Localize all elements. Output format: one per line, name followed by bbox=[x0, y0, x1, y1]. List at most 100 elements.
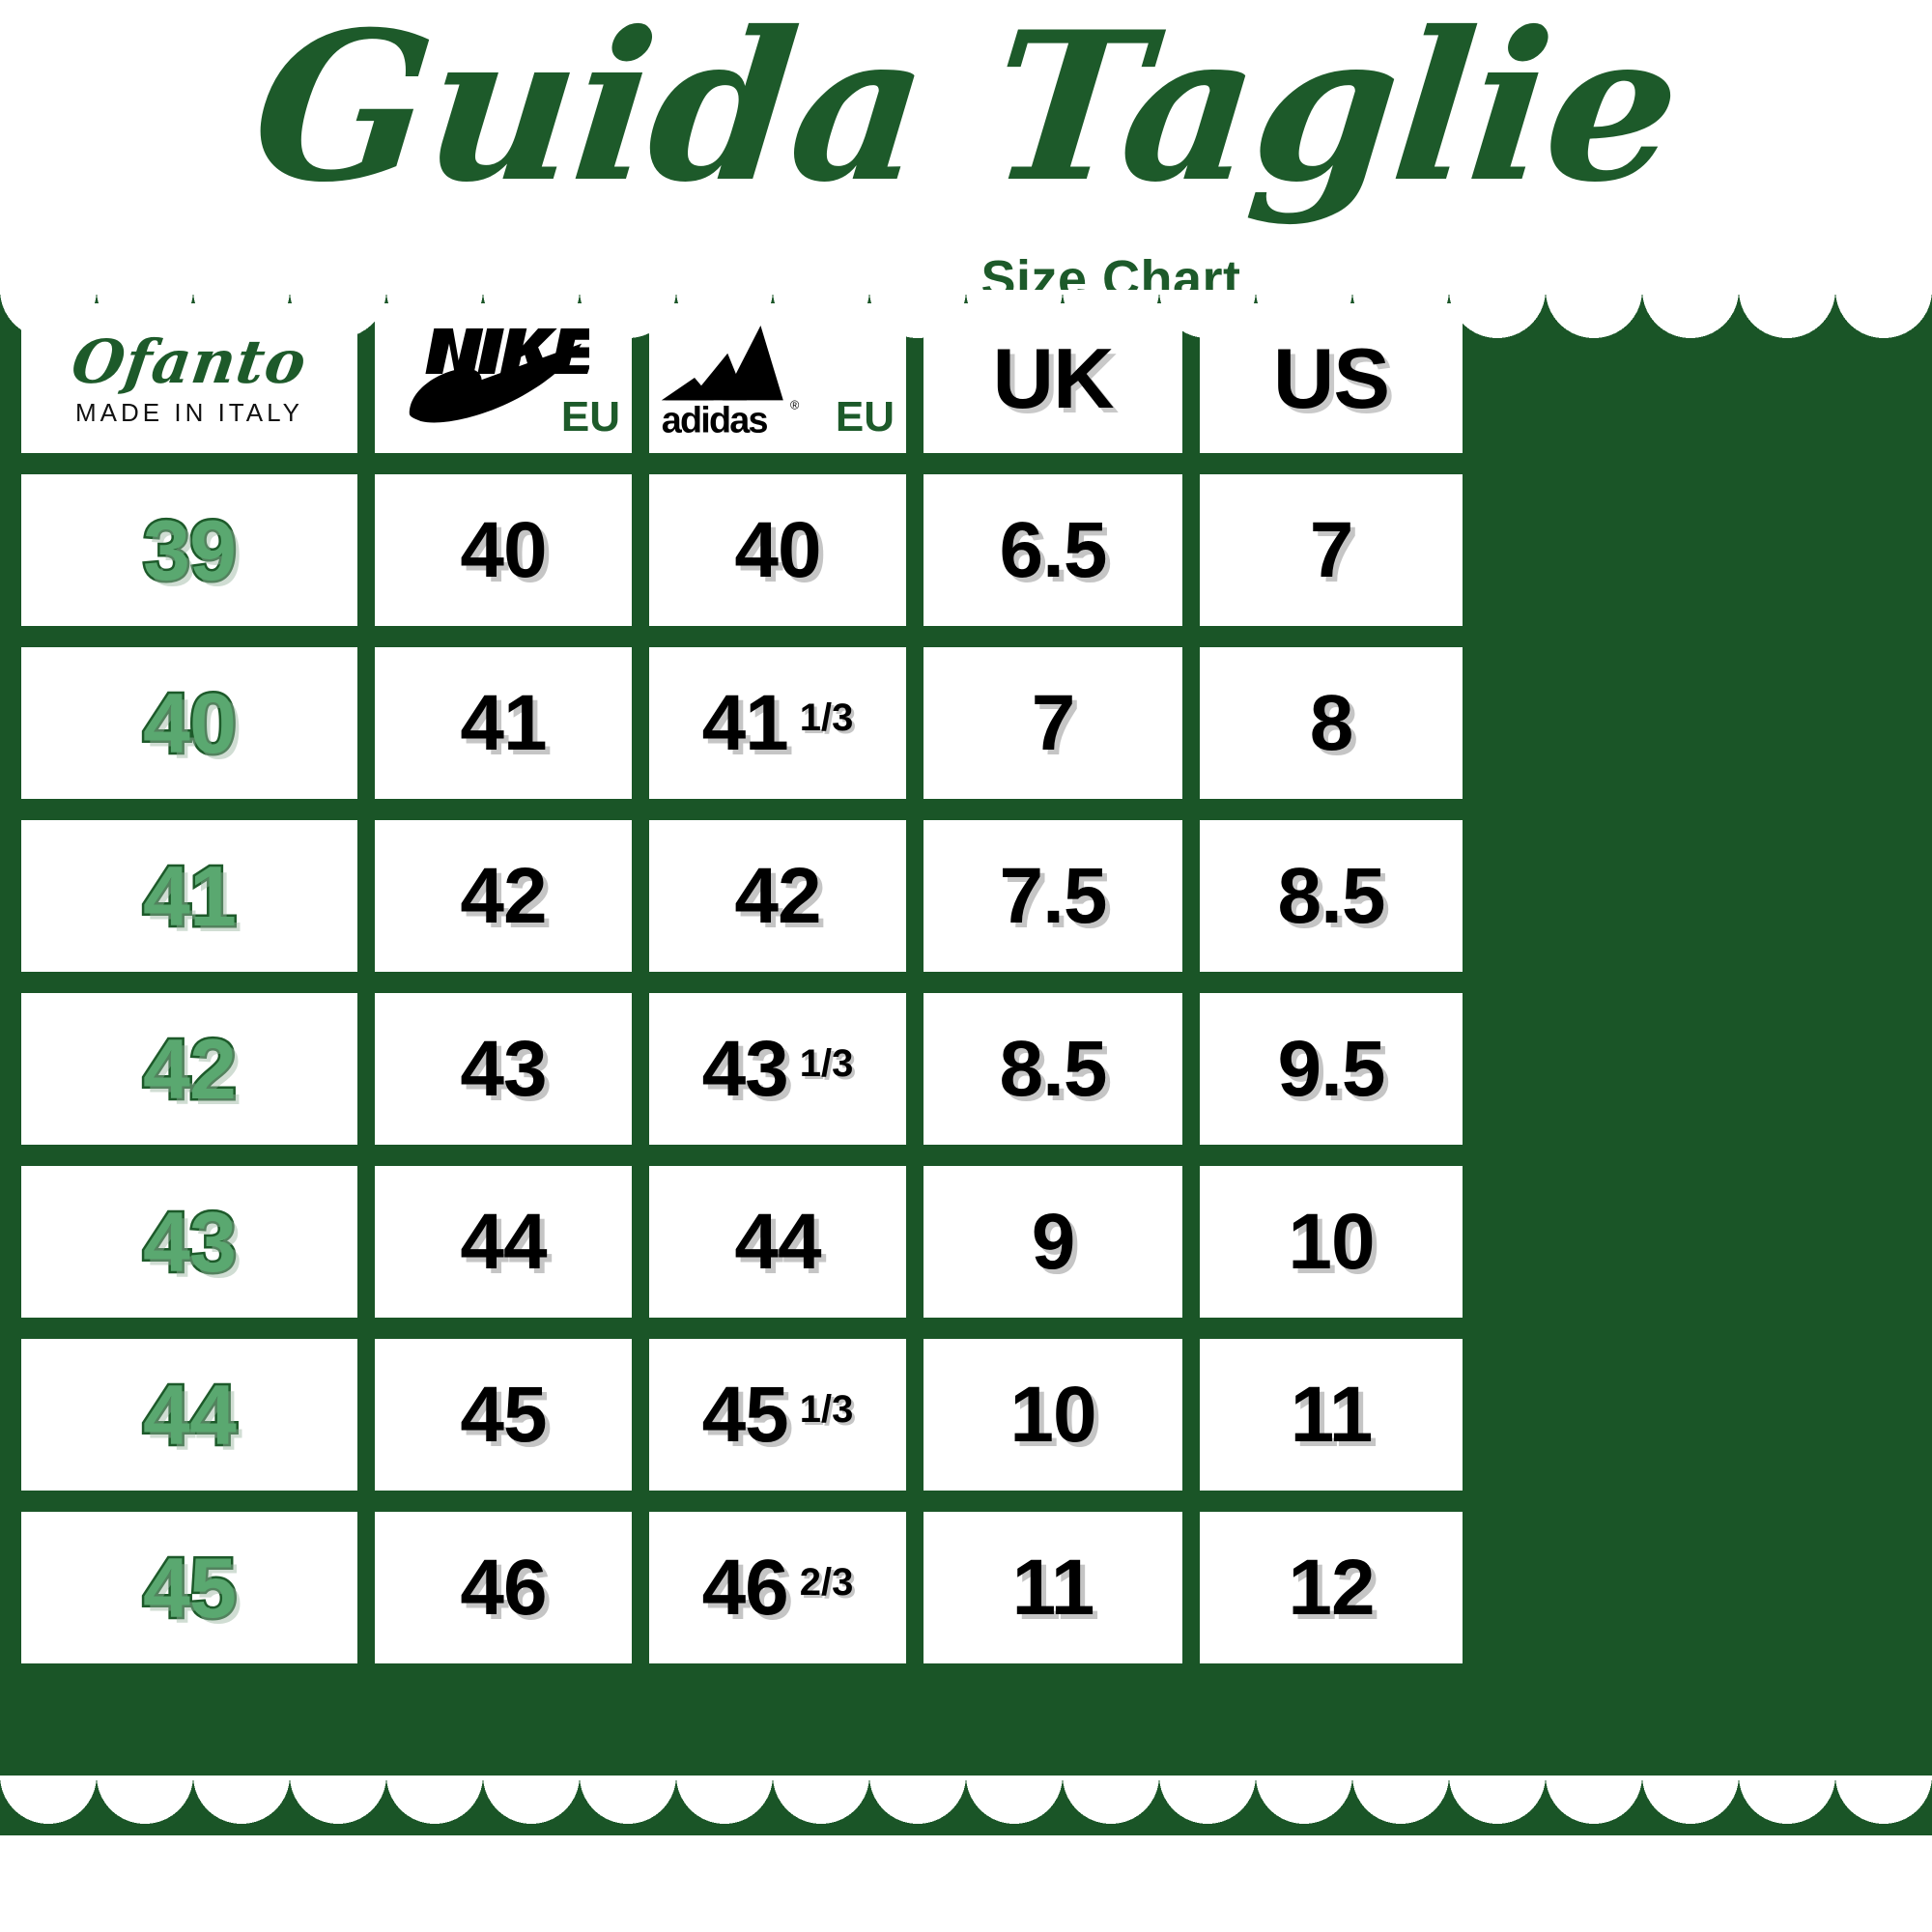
table-row: 43 44 44 9 10 bbox=[21, 1166, 1932, 1318]
cell-ofanto: 40 bbox=[21, 647, 357, 799]
value-ofanto: 44 bbox=[141, 1366, 240, 1463]
header-cell-uk: UK bbox=[923, 303, 1182, 453]
table-row: 44 45 45 1/3 10 11 bbox=[21, 1339, 1932, 1491]
value-ofanto: 43 bbox=[141, 1193, 240, 1290]
size-table: Ofanto MADE IN ITALY bbox=[21, 303, 1932, 1820]
table-row: 42 43 43 1/3 8.5 9.5 bbox=[21, 993, 1932, 1145]
cell-adidas: 42 bbox=[649, 820, 906, 972]
value-uk: 8.5 bbox=[999, 1024, 1108, 1113]
value-ofanto: 40 bbox=[141, 674, 240, 771]
cell-us: 10 bbox=[1200, 1166, 1463, 1318]
header-cell-adidas: adidas ® EU bbox=[649, 303, 906, 453]
cell-nike: 43 bbox=[375, 993, 632, 1145]
header-label-us: US bbox=[1272, 329, 1390, 426]
table-row: 45 46 46 2/3 11 12 bbox=[21, 1512, 1932, 1663]
header-label-uk: UK bbox=[992, 329, 1114, 426]
cell-adidas: 41 1/3 bbox=[649, 647, 906, 799]
cell-ofanto: 44 bbox=[21, 1339, 357, 1491]
cell-adidas: 46 2/3 bbox=[649, 1512, 906, 1663]
value-adidas: 45 bbox=[701, 1370, 789, 1459]
value-ofanto: 41 bbox=[141, 847, 240, 944]
value-adidas-fraction: 1/3 bbox=[799, 696, 854, 739]
table-header-row: Ofanto MADE IN ITALY bbox=[21, 303, 1932, 453]
cell-ofanto: 42 bbox=[21, 993, 357, 1145]
cell-nike: 45 bbox=[375, 1339, 632, 1491]
cell-adidas: 45 1/3 bbox=[649, 1339, 906, 1491]
chart-panel: Ofanto MADE IN ITALY bbox=[0, 290, 1932, 1835]
value-ofanto: 45 bbox=[141, 1539, 240, 1635]
header-cell-us: US bbox=[1200, 303, 1463, 453]
value-nike: 41 bbox=[460, 678, 547, 767]
table-row: 41 42 42 7.5 8.5 bbox=[21, 820, 1932, 972]
svg-text:adidas: adidas bbox=[662, 401, 768, 439]
cell-nike: 41 bbox=[375, 647, 632, 799]
value-nike: 40 bbox=[460, 505, 547, 594]
cell-adidas: 44 bbox=[649, 1166, 906, 1318]
value-adidas-fraction: 2/3 bbox=[799, 1560, 854, 1604]
value-us: 11 bbox=[1290, 1370, 1374, 1459]
cell-uk: 11 bbox=[923, 1512, 1182, 1663]
cell-nike: 46 bbox=[375, 1512, 632, 1663]
cell-uk: 8.5 bbox=[923, 993, 1182, 1145]
table-row: 40 41 41 1/3 7 8 bbox=[21, 647, 1932, 799]
value-uk: 6.5 bbox=[999, 505, 1108, 594]
cell-nike: 40 bbox=[375, 474, 632, 626]
cell-us: 7 bbox=[1200, 474, 1463, 626]
value-adidas-fraction: 1/3 bbox=[799, 1041, 854, 1085]
cell-uk: 9 bbox=[923, 1166, 1182, 1318]
value-us: 10 bbox=[1288, 1197, 1375, 1286]
value-us: 12 bbox=[1288, 1543, 1375, 1632]
value-us: 8.5 bbox=[1277, 851, 1386, 940]
cell-nike: 42 bbox=[375, 820, 632, 972]
cell-us: 9.5 bbox=[1200, 993, 1463, 1145]
cell-us: 8 bbox=[1200, 647, 1463, 799]
nike-logo-icon bbox=[400, 323, 589, 423]
cell-us: 8.5 bbox=[1200, 820, 1463, 972]
cell-uk: 7.5 bbox=[923, 820, 1182, 972]
svg-text:®: ® bbox=[790, 398, 800, 412]
value-adidas: 41 bbox=[701, 678, 789, 767]
cell-ofanto: 43 bbox=[21, 1166, 357, 1318]
value-us: 9.5 bbox=[1277, 1024, 1386, 1113]
value-adidas: 42 bbox=[734, 851, 821, 940]
cell-uk: 7 bbox=[923, 647, 1182, 799]
value-nike: 44 bbox=[460, 1197, 547, 1286]
header-cell-ofanto: Ofanto MADE IN ITALY bbox=[21, 303, 357, 453]
value-nike: 42 bbox=[460, 851, 547, 940]
value-nike: 45 bbox=[460, 1370, 547, 1459]
cell-adidas: 40 bbox=[649, 474, 906, 626]
value-nike: 43 bbox=[460, 1024, 547, 1113]
value-uk: 9 bbox=[1031, 1197, 1076, 1286]
value-ofanto: 42 bbox=[141, 1020, 240, 1117]
value-uk: 7 bbox=[1031, 678, 1076, 767]
value-uk: 7.5 bbox=[999, 851, 1108, 940]
value-adidas: 44 bbox=[734, 1197, 821, 1286]
cell-ofanto: 45 bbox=[21, 1512, 357, 1663]
ofanto-brand-label: Ofanto bbox=[67, 326, 312, 397]
cell-ofanto: 39 bbox=[21, 474, 357, 626]
value-nike: 46 bbox=[460, 1543, 547, 1632]
value-adidas-fraction: 1/3 bbox=[799, 1387, 854, 1431]
cell-uk: 6.5 bbox=[923, 474, 1182, 626]
value-ofanto: 39 bbox=[141, 501, 240, 598]
value-us: 8 bbox=[1309, 678, 1354, 767]
ofanto-logo: Ofanto MADE IN ITALY bbox=[68, 327, 311, 427]
header-cell-nike: EU bbox=[375, 303, 632, 453]
table-row: 39 40 40 6.5 7 bbox=[21, 474, 1932, 626]
cell-us: 11 bbox=[1200, 1339, 1463, 1491]
adidas-logo-icon: adidas ® bbox=[659, 317, 835, 439]
nike-unit-label: EU bbox=[560, 393, 620, 440]
ofanto-tagline: MADE IN ITALY bbox=[75, 397, 303, 427]
page-title: Guida Taglie bbox=[242, 0, 1690, 227]
adidas-unit-label: EU bbox=[835, 393, 895, 440]
cell-us: 12 bbox=[1200, 1512, 1463, 1663]
title-block: Guida Taglie Size Chart bbox=[0, 0, 1932, 319]
value-uk: 11 bbox=[1011, 1543, 1095, 1632]
value-uk: 10 bbox=[1009, 1370, 1096, 1459]
value-adidas: 43 bbox=[701, 1024, 789, 1113]
value-adidas: 40 bbox=[734, 505, 821, 594]
cell-adidas: 43 1/3 bbox=[649, 993, 906, 1145]
cell-ofanto: 41 bbox=[21, 820, 357, 972]
value-adidas: 46 bbox=[701, 1543, 789, 1632]
